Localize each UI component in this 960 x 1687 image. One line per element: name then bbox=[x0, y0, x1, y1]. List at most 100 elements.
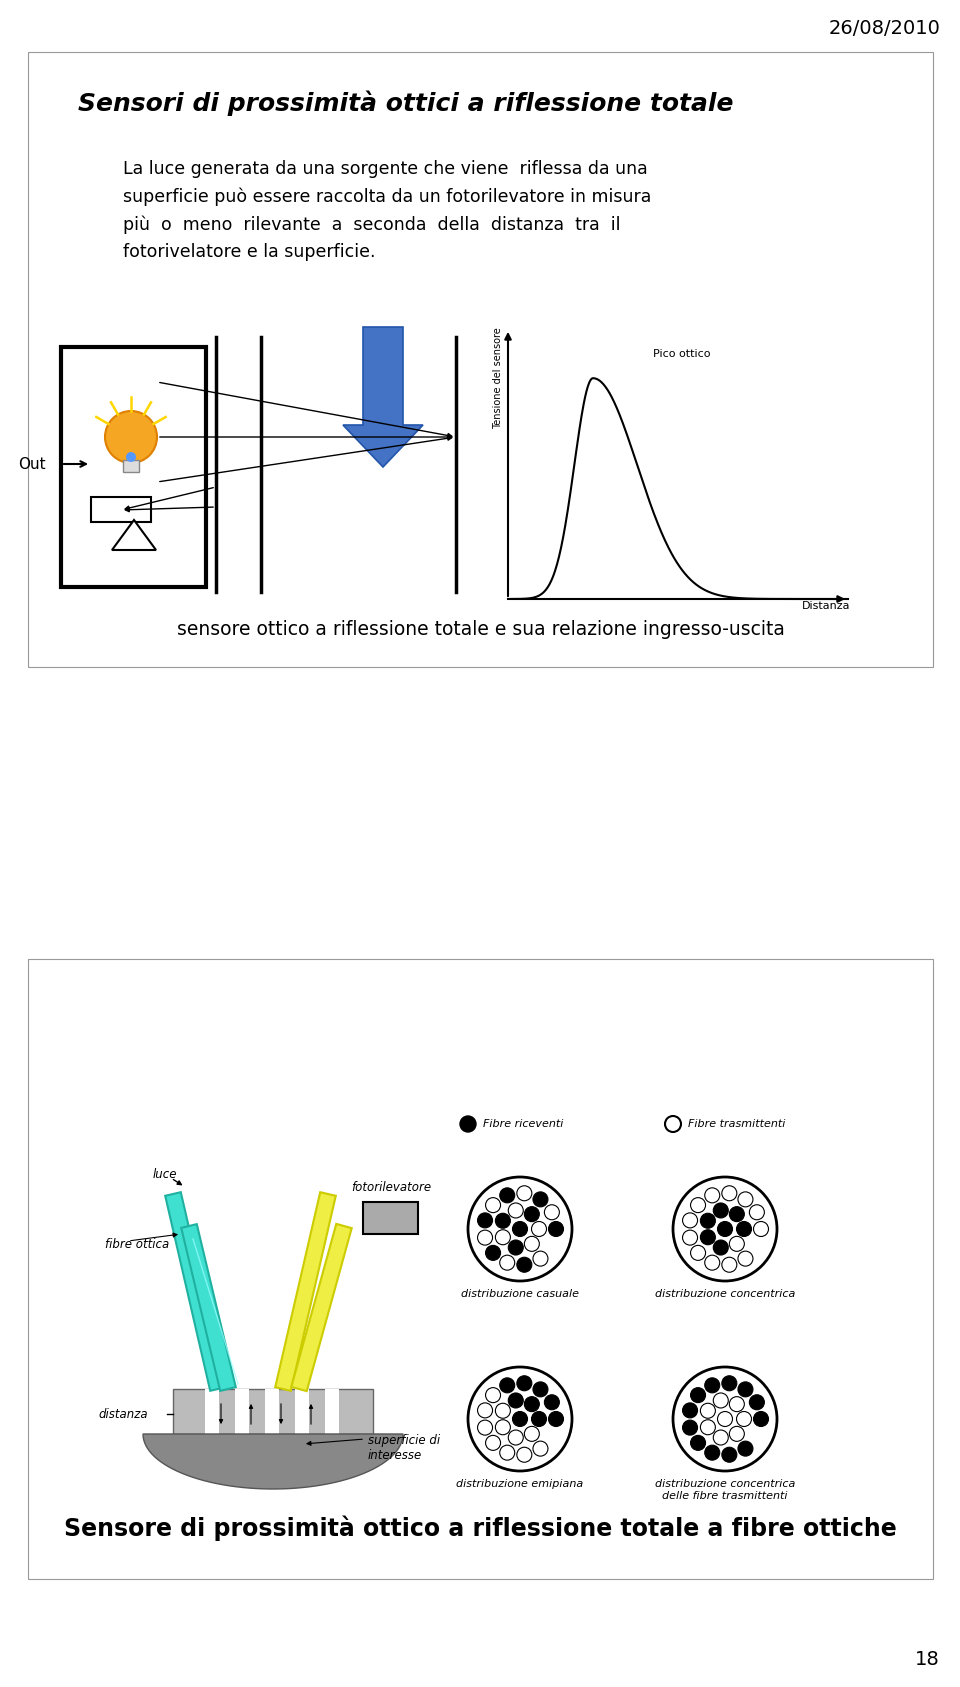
Text: Sensori di prossimità ottici a riflessione totale: Sensori di prossimità ottici a riflessio… bbox=[78, 89, 733, 115]
Circle shape bbox=[730, 1237, 744, 1252]
Circle shape bbox=[701, 1404, 715, 1419]
Text: Out: Out bbox=[18, 457, 46, 471]
Circle shape bbox=[690, 1436, 706, 1451]
Text: superficie di
interesse: superficie di interesse bbox=[368, 1434, 440, 1463]
Text: Sensore di prossimità ottico a riflessione totale a fibre ottiche: Sensore di prossimità ottico a riflessio… bbox=[64, 1515, 897, 1540]
Bar bbox=[28, 52, 933, 666]
Circle shape bbox=[713, 1240, 729, 1255]
Circle shape bbox=[738, 1252, 753, 1267]
Circle shape bbox=[105, 412, 157, 462]
Circle shape bbox=[701, 1230, 715, 1245]
Circle shape bbox=[126, 452, 136, 462]
Circle shape bbox=[532, 1412, 546, 1427]
Circle shape bbox=[486, 1198, 500, 1213]
Circle shape bbox=[754, 1412, 769, 1427]
Text: Tensione del sensore: Tensione del sensore bbox=[493, 327, 503, 428]
Circle shape bbox=[722, 1377, 737, 1390]
Bar bbox=[28, 958, 933, 1579]
Circle shape bbox=[736, 1412, 752, 1427]
Circle shape bbox=[722, 1186, 737, 1201]
Circle shape bbox=[683, 1230, 698, 1245]
Text: Pico ottico: Pico ottico bbox=[653, 349, 710, 359]
Circle shape bbox=[508, 1393, 523, 1409]
Text: sensore ottico a riflessione totale e sua relazione ingresso-uscita: sensore ottico a riflessione totale e su… bbox=[177, 621, 784, 639]
Circle shape bbox=[495, 1230, 511, 1245]
Polygon shape bbox=[291, 1223, 351, 1392]
Circle shape bbox=[513, 1412, 527, 1427]
Circle shape bbox=[468, 1366, 572, 1471]
Circle shape bbox=[495, 1420, 511, 1434]
Circle shape bbox=[524, 1426, 540, 1441]
Circle shape bbox=[754, 1221, 769, 1237]
Circle shape bbox=[548, 1221, 564, 1237]
Text: distanza: distanza bbox=[98, 1407, 148, 1420]
Circle shape bbox=[533, 1441, 548, 1456]
Bar bbox=[123, 461, 139, 472]
Bar bbox=[173, 1388, 373, 1434]
Text: Distanza: Distanza bbox=[802, 601, 850, 611]
Text: Fibre trasmittenti: Fibre trasmittenti bbox=[688, 1118, 785, 1129]
Text: distribuzione concentrica: distribuzione concentrica bbox=[655, 1289, 795, 1299]
Circle shape bbox=[500, 1446, 515, 1461]
Circle shape bbox=[683, 1420, 698, 1436]
Circle shape bbox=[500, 1255, 515, 1270]
Circle shape bbox=[673, 1178, 777, 1280]
Circle shape bbox=[705, 1378, 720, 1393]
Circle shape bbox=[477, 1213, 492, 1228]
Circle shape bbox=[730, 1397, 744, 1412]
Circle shape bbox=[486, 1245, 500, 1260]
Circle shape bbox=[750, 1205, 764, 1220]
Polygon shape bbox=[343, 327, 423, 467]
Circle shape bbox=[524, 1206, 540, 1221]
Circle shape bbox=[516, 1377, 532, 1390]
Circle shape bbox=[738, 1193, 753, 1206]
Bar bbox=[61, 348, 206, 587]
Circle shape bbox=[524, 1237, 540, 1252]
Polygon shape bbox=[165, 1193, 226, 1390]
Text: fibre ottica: fibre ottica bbox=[105, 1238, 169, 1250]
Circle shape bbox=[533, 1382, 548, 1397]
Circle shape bbox=[516, 1186, 532, 1201]
Circle shape bbox=[500, 1378, 515, 1393]
Circle shape bbox=[738, 1441, 753, 1456]
Polygon shape bbox=[112, 520, 156, 550]
Text: 18: 18 bbox=[915, 1650, 940, 1668]
Bar bbox=[235, 1388, 249, 1434]
Circle shape bbox=[730, 1206, 744, 1221]
Text: distribuzione emipiana: distribuzione emipiana bbox=[456, 1479, 584, 1490]
Circle shape bbox=[738, 1382, 753, 1397]
Circle shape bbox=[548, 1412, 564, 1427]
Circle shape bbox=[495, 1404, 511, 1419]
Text: 26/08/2010: 26/08/2010 bbox=[828, 19, 940, 39]
Polygon shape bbox=[143, 1434, 403, 1490]
Circle shape bbox=[533, 1193, 548, 1206]
Circle shape bbox=[705, 1446, 720, 1461]
Text: distribuzione casuale: distribuzione casuale bbox=[461, 1289, 579, 1299]
Bar bbox=[205, 1388, 219, 1434]
Circle shape bbox=[717, 1221, 732, 1237]
Circle shape bbox=[544, 1395, 560, 1410]
Circle shape bbox=[508, 1240, 523, 1255]
Bar bbox=[325, 1388, 339, 1434]
Circle shape bbox=[705, 1255, 720, 1270]
Text: luce: luce bbox=[153, 1167, 178, 1181]
Text: distribuzione concentrica
delle fibre trasmittenti: distribuzione concentrica delle fibre tr… bbox=[655, 1479, 795, 1501]
Circle shape bbox=[533, 1252, 548, 1267]
Circle shape bbox=[690, 1245, 706, 1260]
Bar bbox=[91, 498, 151, 521]
Circle shape bbox=[477, 1230, 492, 1245]
Circle shape bbox=[486, 1388, 500, 1402]
Circle shape bbox=[524, 1397, 540, 1412]
Circle shape bbox=[713, 1393, 729, 1409]
Text: La luce generata da una sorgente che viene  riflessa da una
superficie può esser: La luce generata da una sorgente che vie… bbox=[123, 160, 652, 261]
Circle shape bbox=[750, 1395, 764, 1410]
Circle shape bbox=[495, 1213, 511, 1228]
Circle shape bbox=[665, 1117, 681, 1132]
Circle shape bbox=[701, 1420, 715, 1434]
Text: fotorilevatore: fotorilevatore bbox=[351, 1181, 431, 1194]
Bar bbox=[265, 1388, 279, 1434]
Circle shape bbox=[673, 1366, 777, 1471]
Circle shape bbox=[683, 1213, 698, 1228]
Circle shape bbox=[477, 1404, 492, 1417]
Bar bbox=[363, 1203, 418, 1233]
